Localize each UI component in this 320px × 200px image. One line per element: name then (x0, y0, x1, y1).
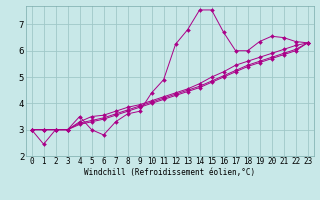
X-axis label: Windchill (Refroidissement éolien,°C): Windchill (Refroidissement éolien,°C) (84, 168, 255, 177)
